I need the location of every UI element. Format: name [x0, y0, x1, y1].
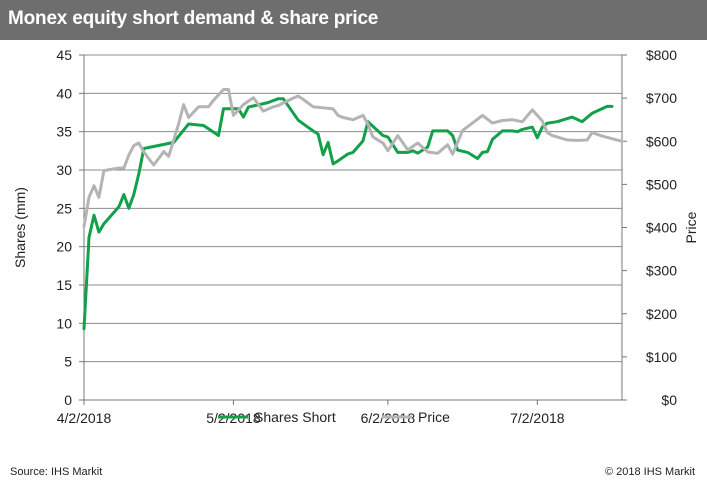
y-right-tick-label: $100	[646, 349, 677, 365]
series-line-price	[82, 88, 624, 229]
legend-label-price: Price	[418, 409, 450, 425]
y-right-tick-label: $200	[646, 306, 677, 322]
grid-layer	[84, 54, 622, 363]
y-right-tick-label: $0	[661, 392, 677, 408]
y-left-tick-label: 25	[56, 200, 72, 216]
y-left-tick-label: 10	[56, 315, 72, 331]
y-left-tick-label: 40	[56, 85, 72, 101]
y-left-tick-label: 35	[56, 124, 72, 140]
title-bar: Monex equity short demand & share price	[0, 0, 707, 40]
line-chart: 0 5 10 15 20 25 30 35 40 45 $0 $100 $200 $300 $400 $500…	[12, 47, 699, 426]
legend-label-shares-short: Shares Short	[254, 409, 336, 425]
source-note: Source: IHS Markit	[10, 466, 103, 478]
y-left-tick-label: 0	[64, 392, 72, 408]
y-right-tick-label: $600	[646, 133, 677, 149]
series-layer	[82, 88, 624, 331]
axes-layer: 0 5 10 15 20 25 30 35 40 45 $0 $100 $200 $300 $400 $500…	[56, 47, 677, 426]
y-axis-right-label: Price	[683, 211, 699, 243]
y-left-tick-label: 15	[56, 277, 72, 293]
y-left-tick-label: 30	[56, 162, 72, 178]
y-right-tick-label: $400	[646, 220, 677, 236]
y-right-tick-label: $800	[646, 47, 677, 63]
x-tick-label: 7/2/2018	[510, 410, 565, 426]
copyright-note: © 2018 IHS Markit	[604, 466, 695, 478]
y-left-tick-label: 20	[56, 239, 72, 255]
x-tick-label: 4/2/2018	[57, 410, 112, 426]
chart-title: Monex equity short demand & share price	[8, 8, 379, 29]
y-right-tick-label: $700	[646, 90, 677, 106]
y-axis-left-label: Shares (mm)	[12, 187, 28, 268]
y-left-tick-label: 45	[56, 47, 72, 63]
legend: Shares Short Price	[218, 409, 450, 425]
y-left-tick-label: 5	[64, 354, 72, 370]
y-right-tick-label: $300	[646, 263, 677, 279]
series-line-shares-short	[82, 97, 614, 331]
y-right-tick-label: $500	[646, 176, 677, 192]
